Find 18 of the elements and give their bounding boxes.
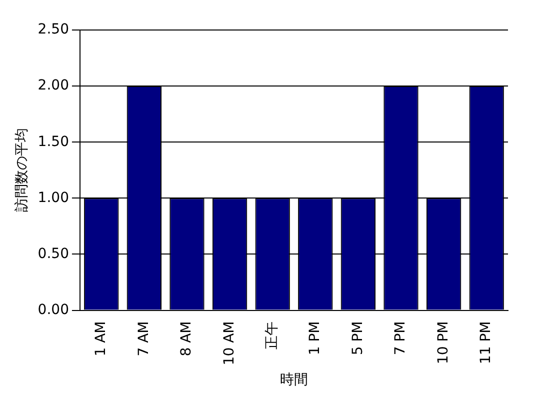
x-tick-label: 7 PM <box>392 321 409 356</box>
x-tick-label: 10 AM <box>221 321 238 366</box>
y-tick-label: 1.00 <box>38 190 69 206</box>
y-tick-label: 0.00 <box>38 302 69 318</box>
x-tick-label: 10 PM <box>435 321 452 364</box>
x-tick-label: 正午 <box>264 321 280 350</box>
y-axis-title: 訪問数の平均 <box>14 128 30 212</box>
y-tick-label: 1.50 <box>38 134 69 150</box>
x-tick-label: 1 AM <box>93 321 110 356</box>
x-tick-label: 7 AM <box>136 321 152 356</box>
y-tick-label: 2.50 <box>38 22 69 38</box>
y-tick-label: 2.00 <box>38 78 69 94</box>
x-tick-label: 11 PM <box>478 321 494 364</box>
x-axis-title: 時間 <box>280 372 308 388</box>
y-tick-label: 0.50 <box>38 246 69 262</box>
x-tick-label: 5 PM <box>350 321 366 356</box>
x-tick-label: 8 AM <box>178 321 195 356</box>
x-tick-label: 1 PM <box>307 321 324 356</box>
